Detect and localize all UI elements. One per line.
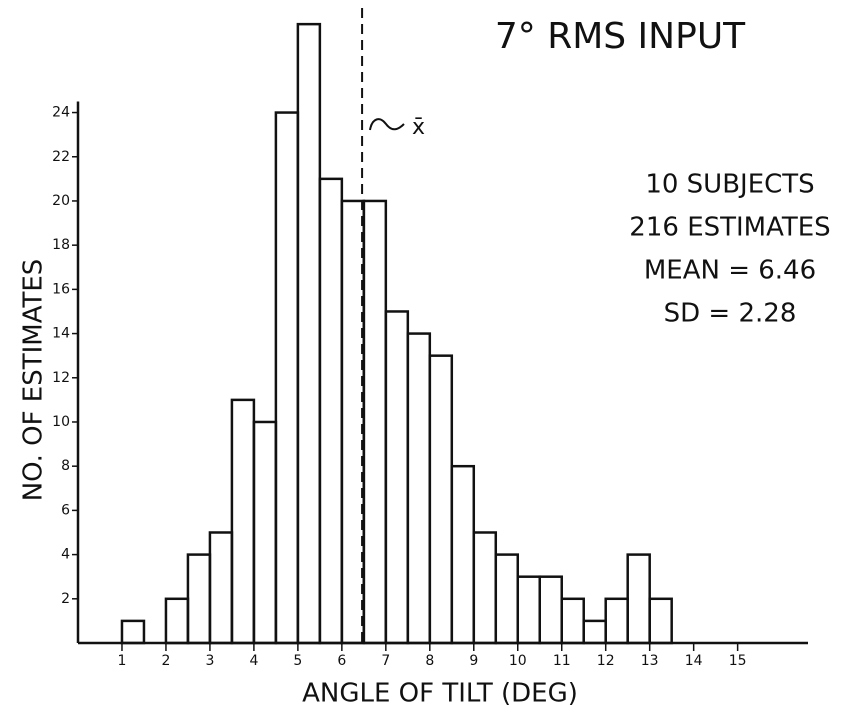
bar xyxy=(340,199,366,645)
y-tick-label: 4 xyxy=(61,547,70,563)
x-tick-label: 14 xyxy=(685,653,703,669)
bar xyxy=(538,575,563,645)
y-tick-label: 16 xyxy=(52,281,70,297)
y-tick-label: 2 xyxy=(61,591,70,607)
bar xyxy=(186,553,212,645)
bar xyxy=(208,531,234,645)
y-tick-label: 12 xyxy=(52,370,70,386)
bar xyxy=(472,531,498,645)
bar xyxy=(450,464,476,645)
bar xyxy=(406,332,432,645)
bar xyxy=(274,111,300,645)
stats-text: MEAN = 6.46 xyxy=(644,256,816,286)
bar xyxy=(560,597,585,645)
bar xyxy=(252,420,278,645)
bar xyxy=(604,597,629,645)
stats-text: SD = 2.28 xyxy=(664,299,797,329)
x-tick-label: 7 xyxy=(381,653,390,669)
bar xyxy=(494,553,520,645)
annotation: x̄ xyxy=(412,115,425,140)
x-tick-label: 1 xyxy=(118,653,127,669)
x-tick-label: 10 xyxy=(509,653,527,669)
y-tick-label: 14 xyxy=(52,326,70,342)
x-tick-label: 9 xyxy=(469,653,478,669)
x-axis-label: ANGLE OF TILT (DEG) xyxy=(302,679,578,709)
x-tick-label: 6 xyxy=(337,653,346,669)
stats-text: 216 ESTIMATES xyxy=(629,213,830,243)
stats-text: 10 SUBJECTS xyxy=(645,170,814,200)
y-tick-label: 8 xyxy=(61,458,70,474)
y-tick-label: 22 xyxy=(52,149,70,165)
bar xyxy=(164,597,190,645)
bar xyxy=(230,398,256,645)
y-tick-label: 6 xyxy=(61,502,70,518)
x-tick-label: 2 xyxy=(161,653,170,669)
x-tick-label: 8 xyxy=(425,653,434,669)
annotation-arrow xyxy=(369,118,405,131)
bar xyxy=(120,619,146,645)
chart-title: 7° RMS INPUT xyxy=(495,16,746,57)
bar xyxy=(384,310,410,645)
y-tick-label: 10 xyxy=(52,414,70,430)
x-tick-label: 4 xyxy=(249,653,258,669)
y-axis-label: NO. OF ESTIMATES xyxy=(19,259,49,502)
bar xyxy=(362,199,388,645)
bar xyxy=(428,354,454,645)
y-tick-label: 20 xyxy=(52,193,70,209)
y-tick-label: 24 xyxy=(52,105,70,121)
x-tick-label: 12 xyxy=(597,653,615,669)
y-tick-label: 18 xyxy=(52,237,70,253)
x-tick-label: 3 xyxy=(205,653,214,669)
bar xyxy=(582,619,607,645)
bar xyxy=(626,553,651,645)
x-tick-label: 11 xyxy=(553,653,571,669)
bar xyxy=(516,575,541,645)
x-tick-label: 13 xyxy=(641,653,659,669)
bar xyxy=(296,22,322,645)
x-tick-label: 15 xyxy=(729,653,747,669)
bar xyxy=(648,597,673,645)
x-tick-label: 5 xyxy=(293,653,302,669)
bar xyxy=(318,177,344,645)
